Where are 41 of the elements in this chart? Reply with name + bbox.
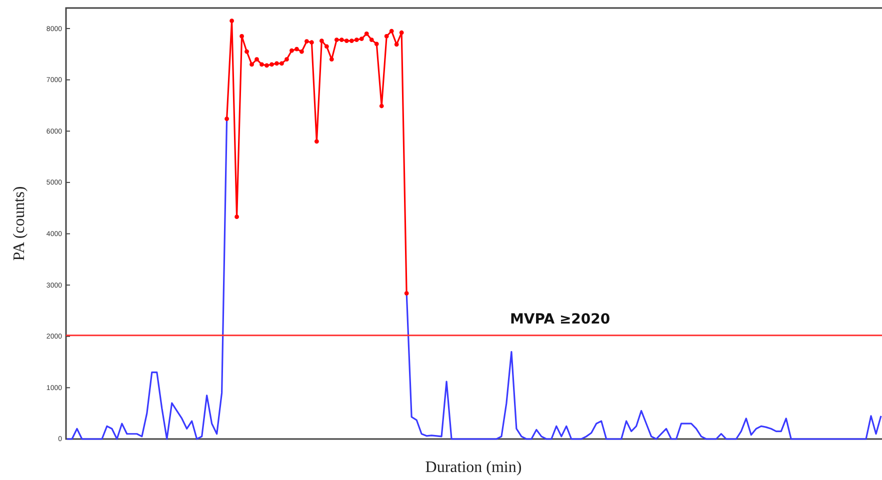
y-axis-title: PA (counts) [11, 186, 28, 261]
point [324, 44, 329, 49]
point [404, 291, 409, 296]
point [394, 42, 399, 47]
point [254, 57, 259, 62]
point [314, 139, 319, 144]
point [280, 61, 284, 66]
point [230, 18, 234, 24]
point [344, 38, 349, 44]
point [290, 48, 294, 53]
point [374, 42, 379, 46]
point [244, 49, 249, 54]
point [250, 62, 254, 67]
point [389, 28, 394, 34]
point [359, 36, 364, 41]
point [349, 38, 354, 44]
point [319, 38, 324, 44]
point [384, 34, 389, 38]
line-series [66, 118, 228, 440]
point [270, 62, 274, 67]
point [354, 38, 359, 42]
point [334, 38, 339, 42]
point [264, 63, 269, 68]
x-axis-title: Duration (min) [425, 459, 522, 476]
point [399, 30, 404, 35]
point [379, 104, 384, 108]
point [300, 49, 304, 54]
point [364, 31, 369, 36]
point [284, 57, 289, 62]
point [224, 116, 230, 122]
point [339, 38, 344, 42]
point [304, 39, 309, 44]
point [240, 34, 244, 38]
point [260, 62, 264, 67]
point [369, 38, 374, 42]
point [310, 40, 314, 45]
point [274, 61, 279, 66]
ref-line-label: MVPA ≥2020 [510, 311, 610, 328]
point [294, 46, 299, 52]
point [329, 57, 334, 62]
point [234, 214, 239, 220]
